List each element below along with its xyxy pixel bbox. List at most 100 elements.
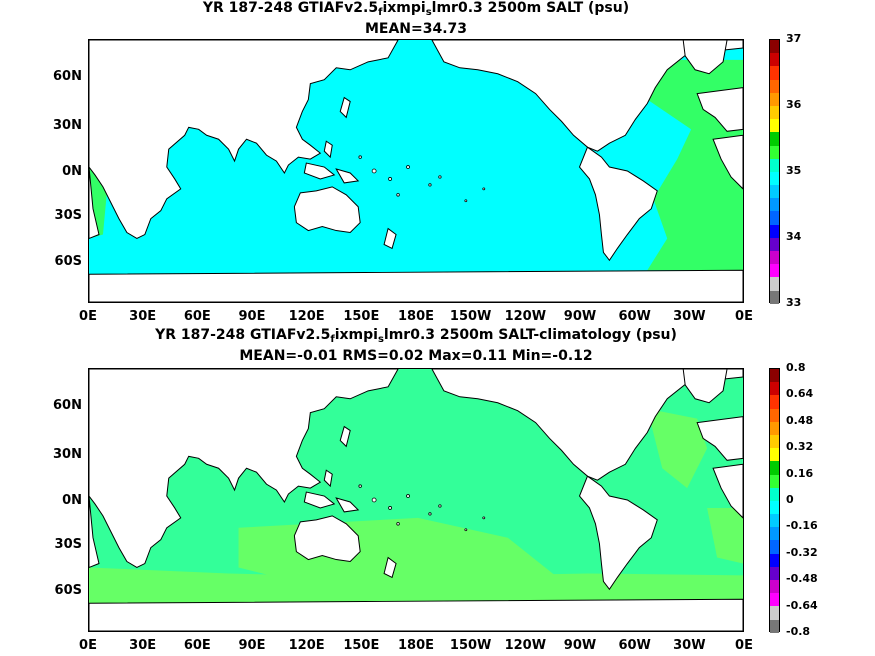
land-mass [383, 556, 397, 579]
field-region [89, 567, 743, 604]
island [482, 516, 486, 520]
lon-label: 90W [563, 309, 597, 324]
lon-label: 30W [673, 309, 706, 324]
island [358, 155, 362, 159]
lat-label: 30S [54, 208, 82, 223]
land-mass [383, 227, 397, 250]
lon-label: 150E [343, 638, 380, 653]
island [482, 187, 486, 191]
colorbar-tick-label: -0.8 [786, 625, 811, 638]
colorbar-tick-label: 0.32 [786, 440, 814, 454]
land-mass [578, 475, 658, 591]
lon-label: 150W [449, 309, 492, 324]
land-mass [89, 166, 100, 240]
land-mass [712, 463, 743, 519]
land-mass [431, 369, 743, 481]
panel2-colorbar [769, 368, 780, 633]
land-mass [431, 40, 743, 152]
land-mass [303, 162, 336, 180]
lat-label: 30N [53, 447, 82, 462]
panel2-stats: MEAN=-0.01 RMS=0.02 Max=0.11 Min=-0.12 [239, 348, 593, 364]
island [438, 504, 442, 508]
lon-label: 120W [504, 309, 547, 324]
land-mass [339, 425, 351, 448]
lon-label: 90E [238, 309, 266, 324]
panel1-colorbar [769, 39, 780, 304]
island [464, 199, 468, 203]
colorbar-tick-label: -0.48 [786, 572, 818, 586]
anomaly-map [89, 369, 743, 631]
land-mass [89, 40, 399, 240]
lon-label: 30E [129, 638, 157, 653]
colorbar-tick-label: 0 [786, 493, 794, 506]
colorbar-tick-label: -0.16 [786, 519, 818, 533]
land-mass [323, 140, 333, 159]
lat-label: 60N [53, 69, 82, 84]
colorbar-tick-label: -0.64 [786, 598, 818, 612]
lat-label: 60N [53, 398, 82, 413]
lon-label: 120E [288, 638, 325, 653]
colorbar-tick-label: 35 [786, 164, 802, 177]
lon-label: 30E [129, 309, 157, 324]
panel1-stats: MEAN=34.73 [364, 21, 468, 37]
lon-label: 0E [79, 638, 97, 653]
lat-label: 30S [54, 537, 82, 552]
island [428, 183, 432, 187]
lat-label: 0N [62, 164, 82, 179]
colorbar-tick-label: 0.8 [786, 361, 806, 374]
lon-label: 90E [238, 638, 266, 653]
land-mass [89, 269, 743, 302]
lon-label: 60W [618, 638, 651, 653]
land-mass [696, 416, 743, 461]
panel2-title: YR 187-248 GTIAFv2.5fixmpislmr0.3 2500m … [155, 327, 677, 345]
colorbar-tick-label: 36 [786, 98, 802, 111]
lon-label: 120E [288, 309, 325, 324]
lon-label: 0E [735, 638, 753, 653]
island [406, 494, 410, 498]
colorbar-tick-label: 34 [786, 230, 802, 243]
colorbar-tick-label: 33 [786, 296, 802, 309]
land-mass [293, 515, 361, 563]
lon-label: 60E [183, 309, 211, 324]
island [388, 506, 392, 510]
panel1-map [88, 39, 744, 303]
colorbar-tick-label: 0.48 [786, 413, 814, 427]
lat-label: 0N [62, 493, 82, 508]
lon-label: 120W [504, 638, 547, 653]
colorbar-tick-label: 0.64 [786, 387, 814, 401]
lon-label: 180E [397, 638, 435, 653]
land-mass [696, 87, 743, 132]
land-mass [293, 186, 361, 234]
island [388, 177, 392, 181]
land-mass [89, 598, 743, 631]
panel2-map [88, 368, 744, 632]
land-mass [578, 146, 658, 262]
lon-label: 0E [735, 309, 753, 324]
lon-label: 180E [397, 309, 435, 324]
salinity-map [89, 40, 743, 302]
island [464, 528, 468, 532]
land-mass [303, 491, 336, 509]
panel1-title: YR 187-248 GTIAFv2.5fixmpislmr0.3 2500m … [202, 0, 630, 18]
lon-label: 60W [618, 309, 651, 324]
lat-label: 60S [54, 583, 82, 598]
lon-label: 0E [79, 309, 97, 324]
land-mass [323, 469, 333, 488]
lon-label: 30W [673, 638, 706, 653]
island [396, 193, 400, 197]
colorbar-tick-label: -0.32 [786, 545, 818, 559]
land-mass [335, 497, 360, 513]
land-mass [682, 40, 728, 75]
lat-label: 30N [53, 118, 82, 133]
land-mass [682, 369, 728, 404]
island [358, 484, 362, 488]
island [406, 165, 410, 169]
field-region [707, 507, 743, 564]
land-mass [335, 168, 360, 184]
land-mass [89, 369, 399, 569]
lon-label: 90W [563, 638, 597, 653]
island [396, 522, 400, 526]
lon-label: 60E [183, 638, 211, 653]
lat-label: 60S [54, 254, 82, 269]
island [438, 175, 442, 179]
